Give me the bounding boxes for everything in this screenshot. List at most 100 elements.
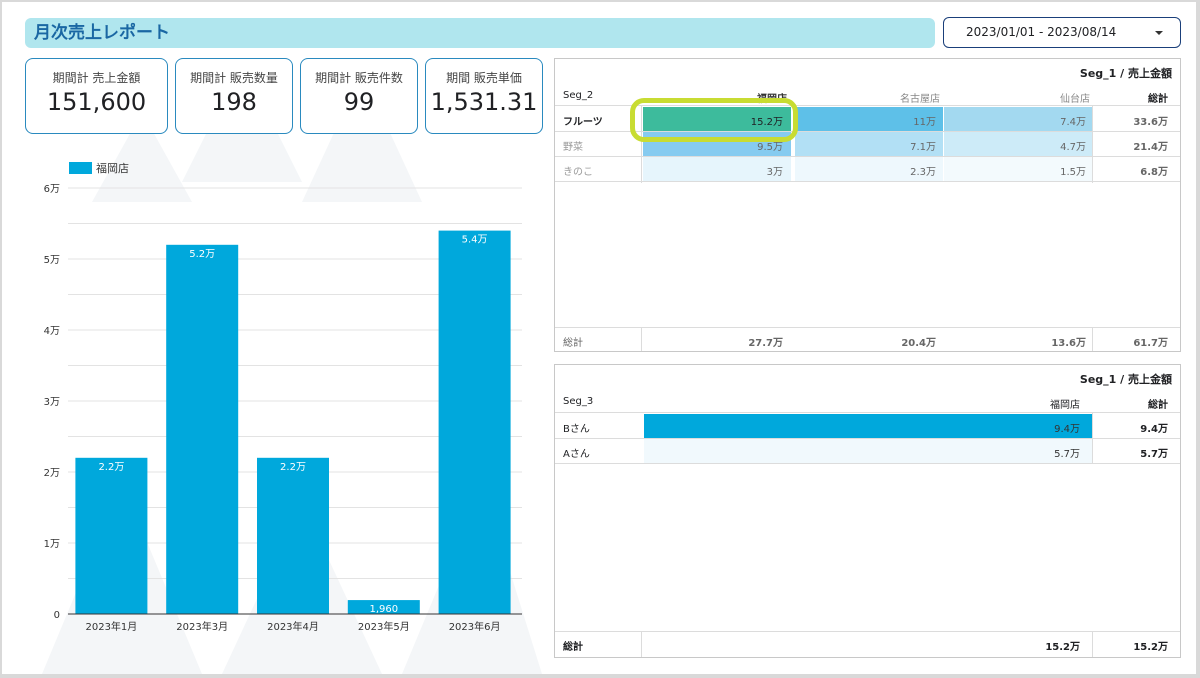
col-divider	[1092, 412, 1093, 464]
date-range-value: 2023/01/01 - 2023/08/14	[966, 25, 1117, 39]
column-header: 仙台店	[1060, 94, 1090, 105]
heat-cell-value: 15.2万	[750, 117, 783, 128]
col-divider	[641, 327, 642, 351]
kpi-value: 151,600	[46, 88, 147, 116]
header-divider	[555, 105, 1180, 106]
caret-down-icon[interactable]	[1155, 31, 1163, 35]
row-divider	[555, 438, 1180, 439]
date-range-picker[interactable]: 2023/01/01 - 2023/08/14	[943, 17, 1181, 48]
bar-value-label: 2.2万	[98, 462, 124, 473]
bar	[257, 457, 329, 614]
col-divider	[641, 105, 642, 183]
bar-value-label: 5.4万	[462, 235, 488, 246]
bar-track	[644, 439, 1092, 463]
kpi-label: 期間計 売上金額	[52, 71, 141, 85]
kpi-label: 期間 販売単価	[446, 71, 522, 85]
row-value: 9.4万	[1054, 424, 1080, 435]
column-header: 名古屋店	[900, 94, 940, 105]
bar	[438, 230, 511, 614]
heat-cell-value: 1.5万	[1060, 167, 1086, 178]
footer-total: 61.7万	[1133, 338, 1168, 349]
y-tick-label: 6万	[44, 184, 60, 195]
footer-value: 13.6万	[1051, 338, 1086, 349]
bar	[75, 457, 148, 614]
heat-cell-value: 4.7万	[1060, 142, 1086, 153]
row-total: 6.8万	[1140, 167, 1168, 178]
row-label: Bさん	[563, 424, 590, 435]
kpi-card-unit-price: 期間 販売単価 1,531.31	[425, 58, 543, 134]
heat-cell	[944, 107, 1092, 131]
row-divider	[555, 156, 1180, 157]
x-tick-label: 2023年6月	[449, 620, 501, 633]
row-total: 5.7万	[1140, 449, 1168, 460]
footer-label: 総計	[563, 338, 583, 349]
col-divider	[1092, 631, 1093, 657]
col-divider	[641, 631, 642, 657]
heat-cell	[795, 107, 943, 131]
heat-cell	[795, 132, 943, 156]
x-tick-label: 2023年1月	[85, 620, 137, 633]
heat-cell-value: 2.3万	[910, 167, 936, 178]
kpi-value: 99	[343, 88, 375, 116]
row-value: 5.7万	[1054, 449, 1080, 460]
highlight-ring	[630, 98, 798, 142]
bar-fill	[644, 414, 1092, 438]
heat-cell	[643, 107, 791, 131]
kpi-label: 期間計 販売件数	[315, 71, 403, 85]
footer-divider	[555, 631, 1180, 632]
row-label: フルーツ	[563, 117, 603, 128]
heat-cell	[944, 157, 1092, 181]
x-tick-label: 2023年3月	[176, 620, 228, 633]
footer-value: 27.7万	[748, 338, 783, 349]
row-label: 野菜	[563, 142, 583, 153]
column-header: 福岡店	[1050, 400, 1080, 411]
total-header: 総計	[1148, 400, 1168, 411]
report-title: 月次売上レポート	[25, 18, 935, 48]
footer-divider	[555, 327, 1180, 328]
pivot-caption: Seg_1 / 売上金額	[1079, 67, 1172, 80]
heat-cell	[643, 132, 791, 156]
row-total: 9.4万	[1140, 424, 1168, 435]
heat-cell	[944, 132, 1092, 156]
y-tick-label: 3万	[44, 397, 60, 408]
kpi-card-sales: 期間計 売上金額 151,600	[25, 58, 168, 134]
col-divider	[1092, 327, 1093, 351]
row-total: 33.6万	[1133, 117, 1168, 128]
row-header: Seg_3	[563, 396, 594, 407]
footer-value: 20.4万	[901, 338, 936, 349]
footer-value: 15.2万	[1045, 642, 1080, 653]
heat-cell-value: 9.5万	[757, 142, 783, 153]
row-label: きのこ	[563, 167, 593, 178]
bar-chart-svg: 福岡店 0 1万 2万 3万 4万 5万 6万 2.2万 2023年1月 5.2万 2023年3月 2.…	[44, 161, 522, 633]
heat-cell-value: 7.1万	[910, 142, 936, 153]
kpi-card-count: 期間計 販売件数 99	[300, 58, 418, 134]
footer-label: 総計	[563, 642, 583, 653]
row-divider	[555, 463, 1180, 464]
bar	[166, 244, 239, 615]
bar-value-label: 2.2万	[280, 462, 306, 473]
row-label: Aさん	[563, 449, 590, 460]
header-divider	[555, 412, 1180, 413]
legend-label: 福岡店	[96, 161, 129, 175]
pivot-table-seg2: Seg_1 / 売上金額 Seg_2 福岡店 名古屋店 仙台店 総計 フルーツ 15.2万 11…	[554, 58, 1181, 352]
y-tick-label: 5万	[44, 255, 60, 266]
y-tick-label: 4万	[44, 326, 60, 337]
kpi-value: 1,531.31	[430, 88, 538, 116]
kpi-value: 198	[211, 88, 257, 116]
heat-cell	[643, 157, 791, 181]
total-header: 総計	[1148, 94, 1168, 105]
heat-cell-value: 11万	[913, 117, 936, 128]
legend-swatch	[69, 162, 92, 174]
heat-cell	[795, 157, 943, 181]
y-tick-label: 2万	[44, 468, 60, 479]
row-header: Seg_2	[563, 90, 594, 101]
kpi-card-quantity: 期間計 販売数量 198	[175, 58, 293, 134]
pivot-caption: Seg_1 / 売上金額	[1079, 373, 1172, 386]
bar-value-label: 5.2万	[189, 249, 215, 260]
monthly-bar-chart: 福岡店 0 1万 2万 3万 4万 5万 6万 2.2万 2023年1月 5.2万 2023年3月 2.…	[26, 152, 536, 642]
bar	[347, 600, 420, 614]
kpi-label: 期間計 販売数量	[190, 71, 278, 85]
row-divider	[555, 131, 1180, 132]
heat-cell-value: 7.4万	[1060, 117, 1086, 128]
